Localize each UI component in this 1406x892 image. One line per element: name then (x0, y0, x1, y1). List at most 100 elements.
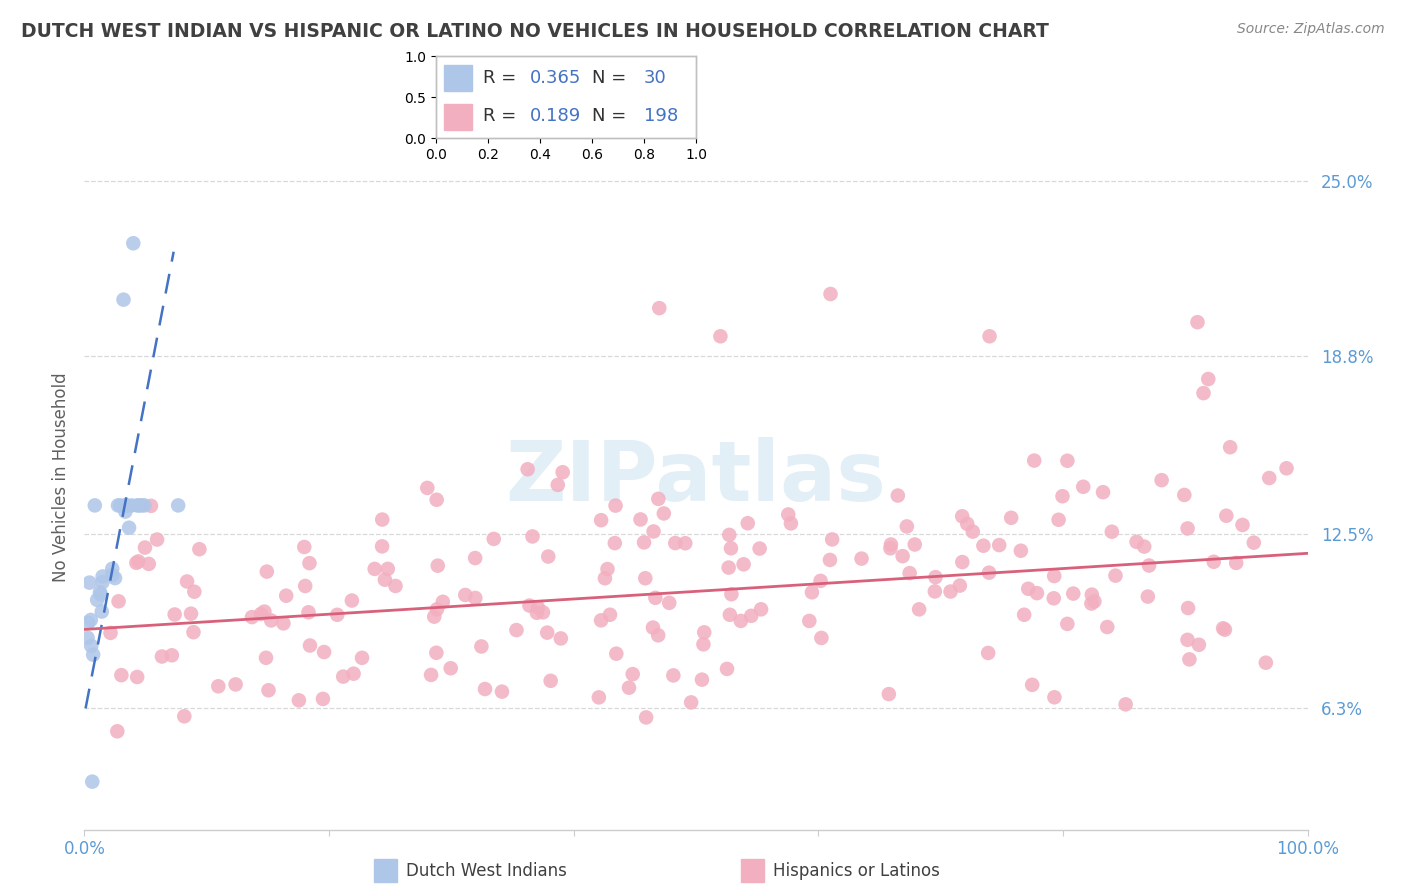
Point (962, 524, 984, 539)
Point (432, 595, 454, 609)
Point (536, 625, 558, 640)
Y-axis label: No Vehicles in Household: No Vehicles in Household (52, 372, 70, 582)
Point (718, 607, 741, 622)
Point (956, 516, 979, 531)
Point (950, 555, 973, 569)
Point (1197, 372, 1219, 386)
Point (371, 512, 394, 526)
Point (114, 499, 136, 513)
Point (977, 646, 1000, 660)
Point (891, 549, 914, 563)
Point (207, 679, 229, 693)
Point (972, 539, 994, 553)
Point (800, 585, 823, 599)
Point (332, 670, 354, 684)
Point (1187, 315, 1209, 329)
Point (1213, 623, 1236, 637)
Text: ZIPatlas: ZIPatlas (506, 437, 886, 517)
Point (138, 557, 160, 571)
Point (91, 569, 114, 583)
Point (522, 529, 544, 543)
Point (1215, 508, 1237, 523)
Point (125, 556, 148, 570)
Point (1052, 489, 1074, 503)
Point (298, 556, 321, 570)
Point (163, 607, 186, 622)
Point (1188, 638, 1211, 652)
Point (1202, 555, 1225, 569)
Point (134, 499, 156, 513)
Point (887, 489, 910, 503)
Point (652, 507, 675, 521)
Text: Source: ZipAtlas.com: Source: ZipAtlas.com (1237, 22, 1385, 37)
Point (603, 536, 626, 550)
Point (1043, 690, 1066, 705)
Point (1080, 597, 1102, 611)
Point (82, 648, 104, 662)
Point (426, 602, 449, 616)
Point (1104, 568, 1126, 582)
Point (740, 608, 762, 623)
Point (636, 710, 658, 724)
Point (924, 584, 946, 599)
Point (101, 568, 124, 582)
Point (1101, 524, 1123, 539)
Point (1177, 521, 1199, 535)
Point (104, 571, 127, 585)
Point (633, 535, 655, 549)
Point (1225, 556, 1247, 570)
Point (621, 667, 644, 681)
Point (160, 648, 183, 663)
Point (908, 602, 931, 616)
Point (76, 631, 98, 645)
Point (107, 594, 129, 608)
Point (1071, 480, 1094, 494)
Point (420, 668, 443, 682)
Point (1133, 540, 1156, 554)
Point (1177, 632, 1199, 647)
Point (737, 516, 759, 531)
Point (720, 541, 742, 556)
Point (326, 607, 349, 622)
Point (118, 521, 141, 535)
Point (107, 499, 129, 513)
Point (426, 492, 449, 507)
Point (673, 536, 696, 550)
Point (547, 478, 569, 492)
Point (131, 499, 153, 513)
Point (939, 584, 962, 599)
Point (1000, 510, 1022, 524)
Point (80, 613, 103, 627)
Point (1097, 620, 1119, 634)
Point (464, 551, 486, 566)
Point (176, 574, 198, 589)
Point (384, 579, 406, 593)
Bar (444, 65, 472, 92)
Point (90, 605, 112, 619)
Text: R =: R = (482, 107, 522, 125)
Point (1081, 588, 1104, 602)
Point (100, 626, 122, 640)
Point (605, 499, 627, 513)
Point (127, 554, 149, 568)
Point (150, 649, 173, 664)
Point (491, 684, 513, 698)
Point (127, 670, 149, 684)
Point (898, 566, 921, 581)
Point (180, 607, 202, 621)
Point (110, 668, 132, 682)
Point (257, 683, 280, 698)
Point (374, 573, 396, 587)
Point (101, 562, 124, 576)
Point (1092, 485, 1115, 500)
Point (1024, 453, 1046, 467)
Point (105, 724, 128, 739)
Point (799, 614, 821, 628)
Point (550, 632, 572, 646)
Point (240, 610, 263, 624)
Point (1047, 513, 1070, 527)
Point (780, 516, 803, 531)
Point (593, 571, 616, 585)
Point (820, 287, 842, 301)
Point (664, 536, 686, 550)
